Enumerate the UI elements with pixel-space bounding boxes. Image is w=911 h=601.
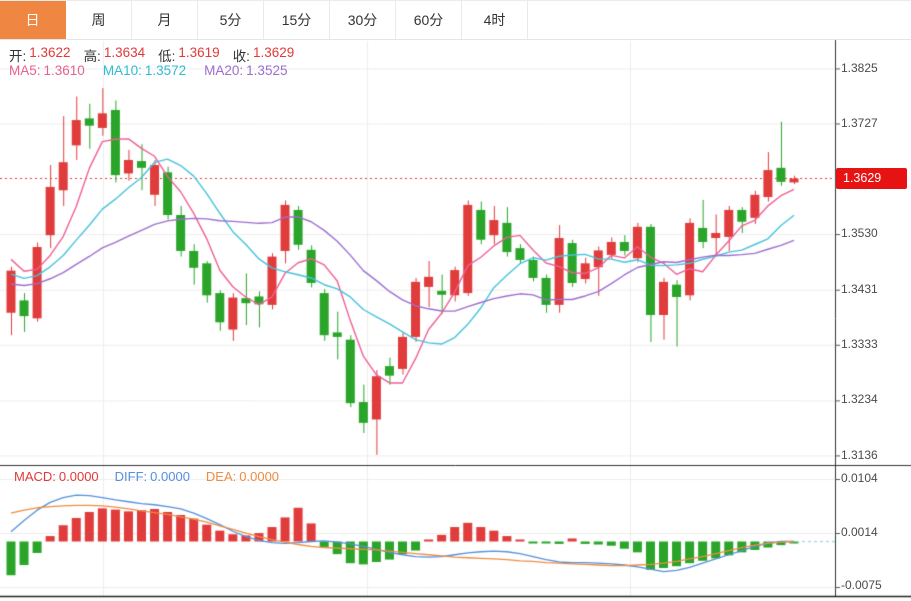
current-price-marker: 1.3629 <box>836 168 907 189</box>
macd-value: MACD: 0.0000 <box>14 469 99 484</box>
price-axis-label: 1.3431 <box>841 282 878 296</box>
diff-value: DIFF: 0.0000 <box>114 469 190 484</box>
price-axis-label: 1.3825 <box>841 61 878 75</box>
price-axis-label: 1.3333 <box>841 337 878 351</box>
tab-month[interactable]: 月 <box>132 1 198 39</box>
tab-30min[interactable]: 30分 <box>330 1 396 39</box>
open-value: 开: 1.3622 <box>9 45 71 64</box>
price-axis-label: 1.3136 <box>841 448 878 462</box>
ma10-value: MA10: 1.3572 <box>102 63 187 78</box>
tab-day[interactable]: 日 <box>0 1 66 39</box>
price-axis-label: 1.3727 <box>841 116 878 130</box>
price-axis-label: 1.3530 <box>841 226 878 240</box>
ma5-value: MA5: 1.3610 <box>9 63 85 78</box>
macd-axis-label: -0.0075 <box>841 578 882 592</box>
price-axis-label: 1.3234 <box>841 392 878 406</box>
ma-legend: MA5: 1.3610 MA10: 1.3572 MA20: 1.3525 <box>9 63 287 78</box>
timeframe-tabbar: 日 周 月 5分 15分 30分 60分 4时 <box>0 0 911 40</box>
macd-axis-label: 0.0104 <box>841 471 878 485</box>
tab-4hour[interactable]: 4时 <box>462 1 528 39</box>
ma20-value: MA20: 1.3525 <box>204 63 288 78</box>
tab-5min[interactable]: 5分 <box>198 1 264 39</box>
dea-value: DEA: 0.0000 <box>205 469 280 484</box>
tab-week[interactable]: 周 <box>66 1 132 39</box>
tab-15min[interactable]: 15分 <box>264 1 330 39</box>
close-value: 收: 1.3629 <box>232 45 295 64</box>
low-value: 低: 1.3619 <box>158 45 220 64</box>
macd-axis-label: 0.0014 <box>841 525 878 539</box>
macd-legend: MACD: 0.0000 DIFF: 0.0000 DEA: 0.0000 <box>14 469 279 484</box>
tab-60min[interactable]: 60分 <box>396 1 462 39</box>
ohlc-legend: 开: 1.3622 高: 1.3634 低: 1.3619 收: 1.3629 <box>9 45 294 65</box>
high-value: 高: 1.3634 <box>83 45 146 64</box>
